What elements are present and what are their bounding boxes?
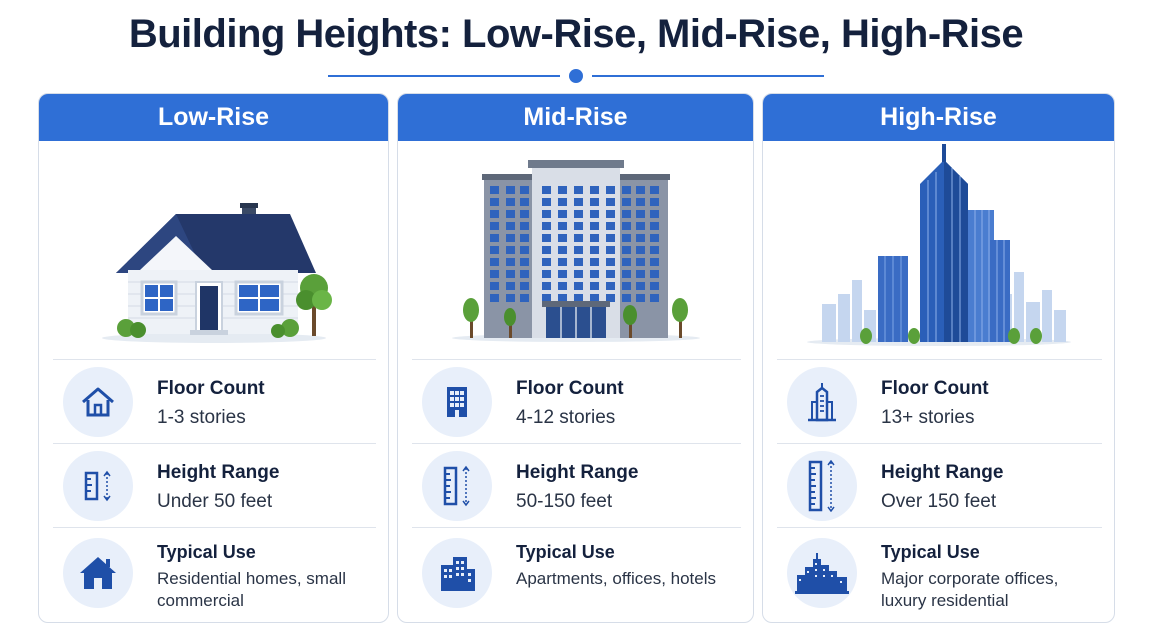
- house-outline-icon: [63, 367, 133, 437]
- height-range-value: 50-150 feet: [516, 491, 613, 512]
- card-low-rise: Low-Rise: [38, 93, 389, 623]
- apartment-building-icon: [398, 142, 753, 352]
- row-floor-count: Floor Count 4-12 stories: [412, 359, 741, 443]
- ruler-icon: [422, 451, 492, 521]
- house-icon: [39, 142, 388, 352]
- ruler-icon: [787, 451, 857, 521]
- height-range-value: Over 150 feet: [881, 491, 997, 512]
- ruler-icon: [63, 451, 133, 521]
- floor-count-label: Floor Count: [516, 378, 624, 399]
- house-solid-icon: [63, 538, 133, 608]
- page-title: Building Heights: Low-Rise, Mid-Rise, Hi…: [128, 12, 1024, 56]
- typical-use-label: Typical Use: [516, 542, 615, 562]
- typical-use-label: Typical Use: [881, 542, 980, 562]
- row-height-range: Height Range Over 150 feet: [777, 443, 1102, 527]
- skyscraper-icon: [763, 142, 1114, 352]
- buildings-icon: [422, 538, 492, 608]
- floor-count-value: 4-12 stories: [516, 407, 616, 428]
- skyscraper-outline-icon: [787, 367, 857, 437]
- card-mid-rise: Mid-Rise Floor Count 4: [397, 93, 754, 623]
- card-high-rise: High-Rise: [762, 93, 1115, 623]
- row-height-range: Height Range 50-150 feet: [412, 443, 741, 527]
- floor-count-label: Floor Count: [881, 378, 989, 399]
- card-heading: High-Rise: [763, 94, 1114, 141]
- height-range-label: Height Range: [881, 462, 1004, 483]
- typical-use-label: Typical Use: [157, 542, 256, 562]
- row-typical-use: Typical Use Residential homes, small com…: [53, 527, 376, 622]
- typical-use-value: Apartments, offices, hotels: [516, 569, 717, 588]
- skyline-icon: [787, 538, 857, 608]
- height-range-value: Under 50 feet: [157, 491, 273, 512]
- row-floor-count: Floor Count 13+ stories: [777, 359, 1102, 443]
- card-heading: Low-Rise: [39, 94, 388, 141]
- floor-count-value: 1-3 stories: [157, 407, 246, 428]
- typical-use-value: Residential homes, small commercial: [157, 569, 346, 610]
- building-icon: [422, 367, 492, 437]
- floor-count-label: Floor Count: [157, 378, 265, 399]
- title-divider: [328, 66, 824, 86]
- row-floor-count: Floor Count 1-3 stories: [53, 359, 376, 443]
- floor-count-value: 13+ stories: [881, 407, 975, 428]
- typical-use-value: Major corporate offices, luxury resident…: [881, 569, 1059, 610]
- row-typical-use: Typical Use Major corporate offices, lux…: [777, 527, 1102, 622]
- card-heading: Mid-Rise: [398, 94, 753, 141]
- row-height-range: Height Range Under 50 feet: [53, 443, 376, 527]
- row-typical-use: Typical Use Apartments, offices, hotels: [412, 527, 741, 622]
- height-range-label: Height Range: [516, 462, 639, 483]
- height-range-label: Height Range: [157, 462, 280, 483]
